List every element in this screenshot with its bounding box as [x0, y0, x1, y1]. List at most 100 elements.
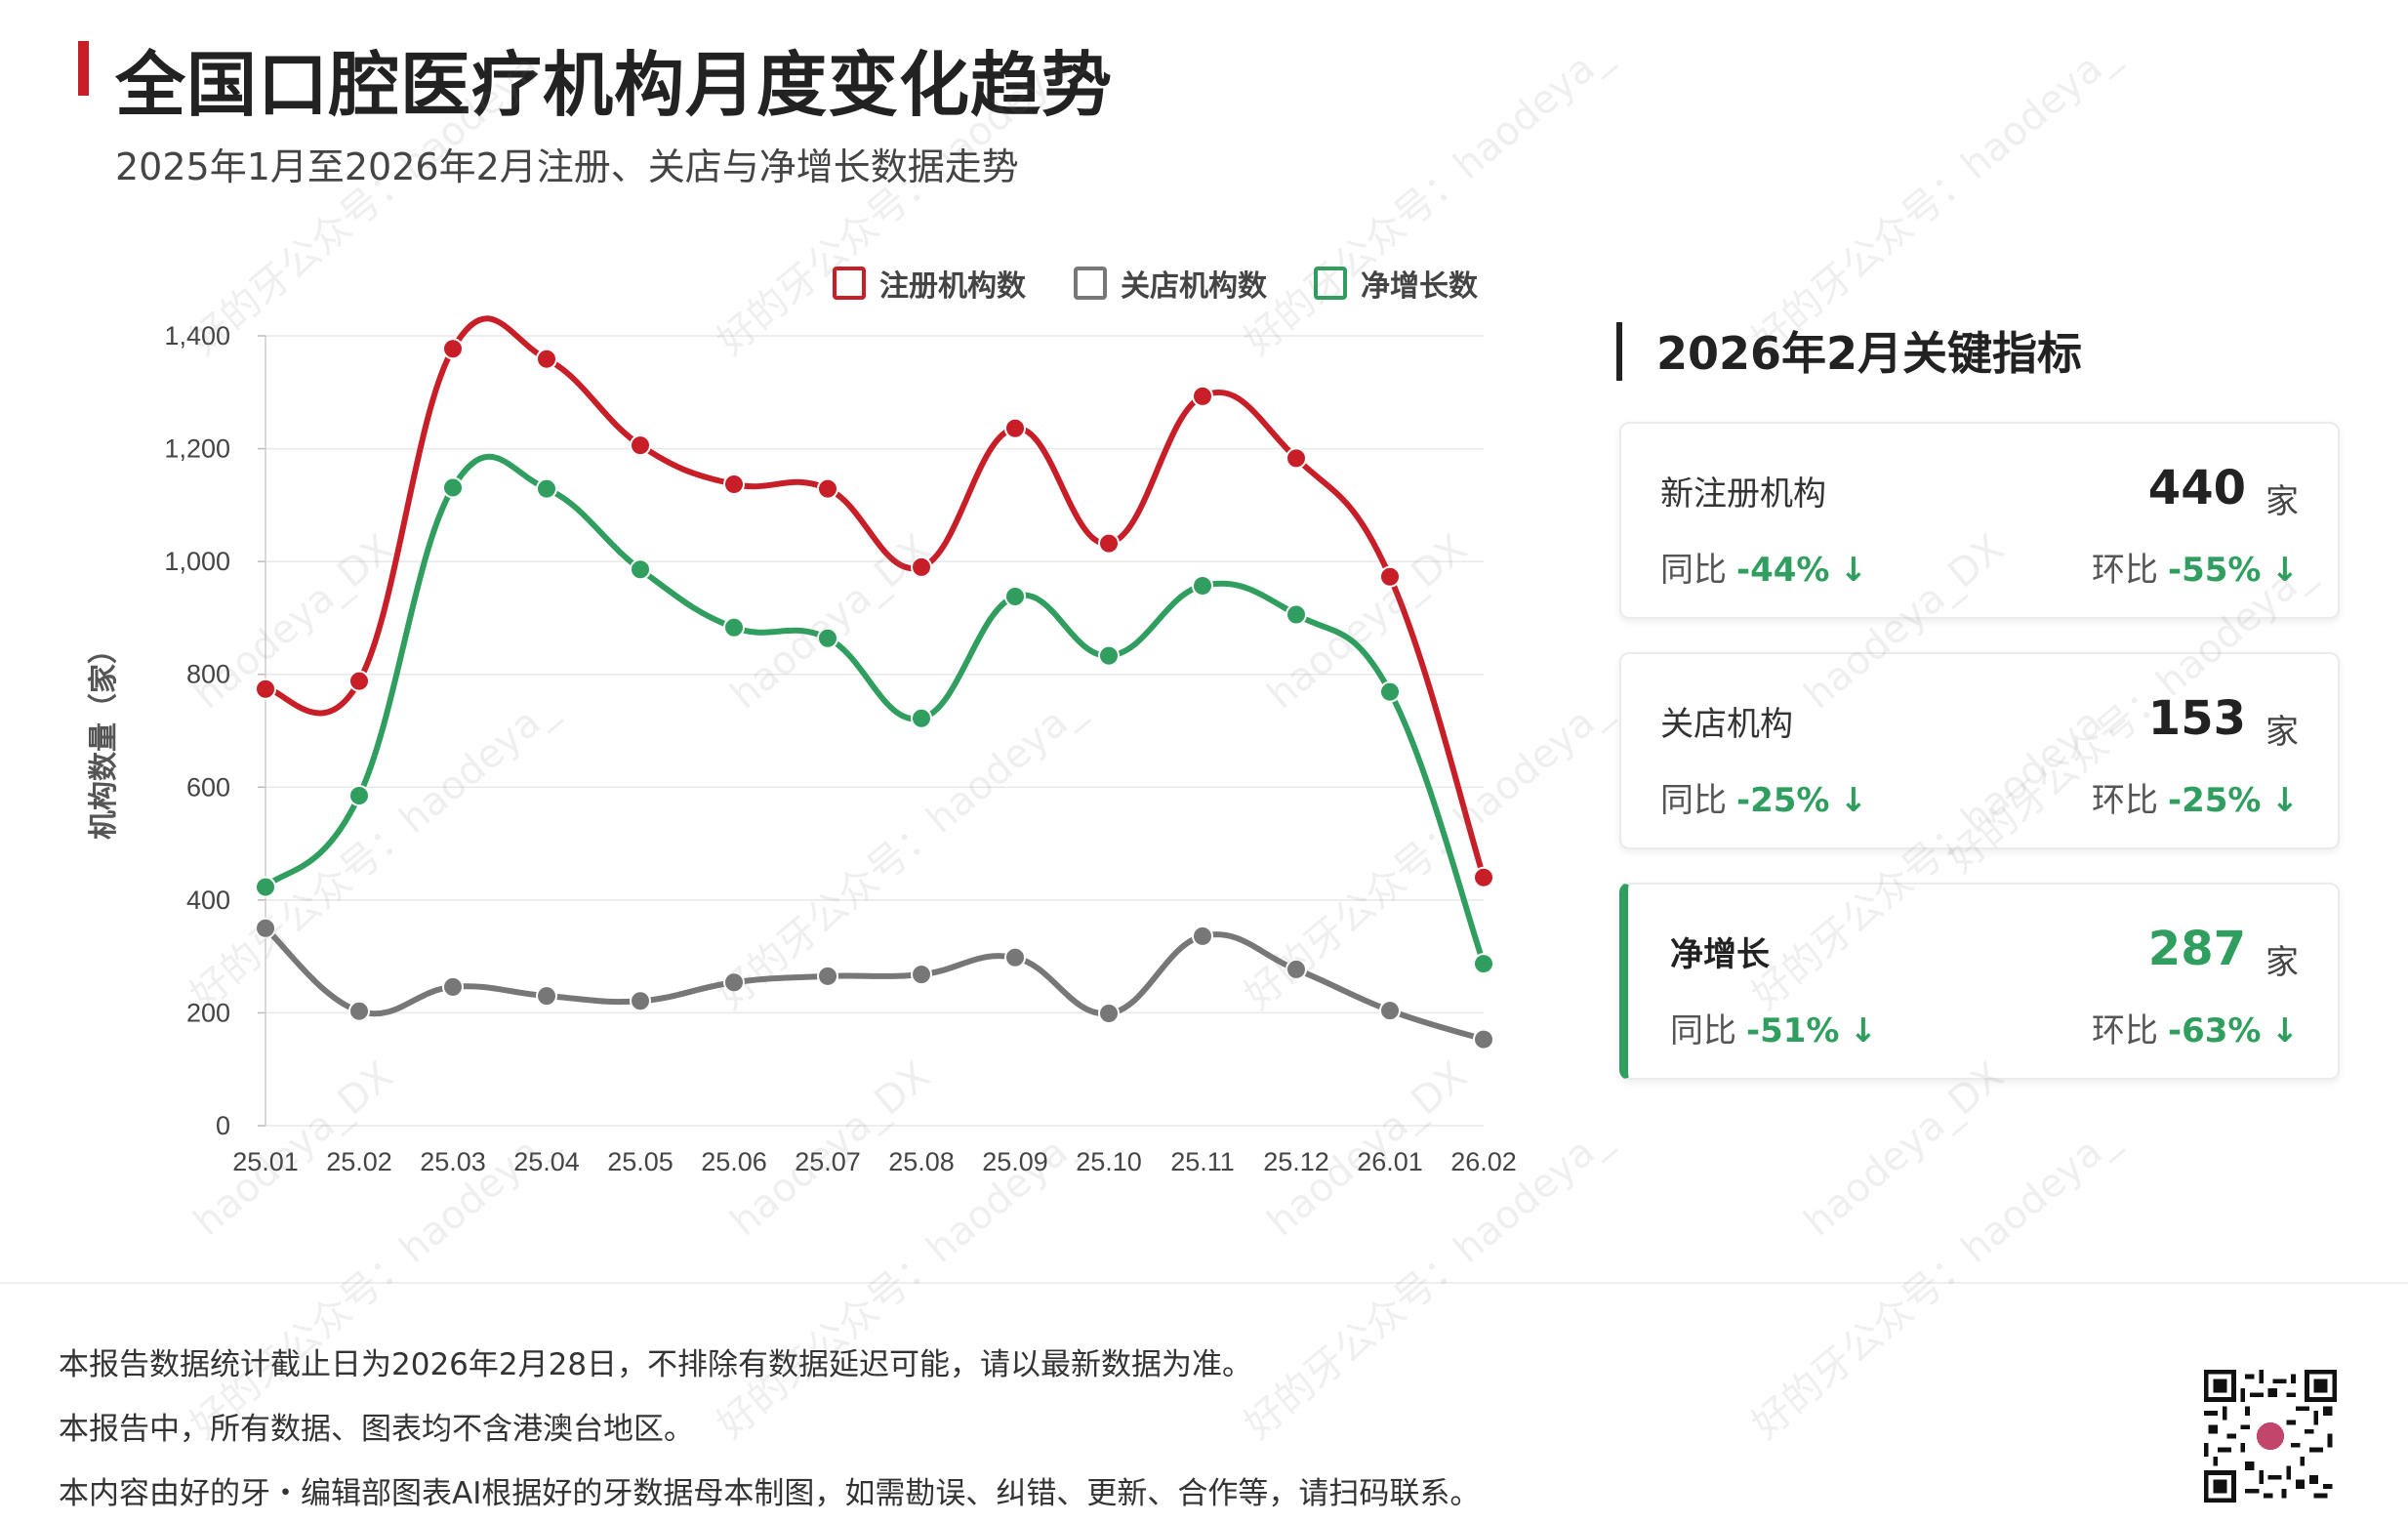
x-tick-label: 25.12	[1263, 1147, 1329, 1176]
data-point	[1004, 417, 1026, 439]
data-point	[911, 556, 932, 578]
x-tick-label: 26.01	[1357, 1147, 1423, 1176]
data-point	[723, 971, 745, 994]
legend-swatch	[1074, 267, 1107, 300]
yoy-label: 同比	[1660, 551, 1727, 590]
data-point	[442, 338, 464, 360]
yoy-value: -44%	[1736, 551, 1830, 590]
data-point	[348, 784, 370, 806]
chart-series	[255, 315, 1494, 1050]
data-point	[1473, 866, 1494, 888]
y-tick-label: 1,200	[164, 434, 230, 464]
data-point	[442, 476, 464, 499]
data-point	[1004, 946, 1026, 968]
data-point	[1379, 1000, 1401, 1022]
y-tick-label: 600	[186, 772, 230, 802]
data-point	[1098, 1003, 1120, 1025]
data-point	[536, 985, 557, 1008]
kpi-card-mom: 环比 -25% ↓	[2092, 773, 2299, 821]
y-tick-label: 1,400	[164, 321, 230, 350]
data-point	[630, 558, 651, 581]
x-tick-label: 25.09	[982, 1147, 1048, 1176]
data-point	[1473, 953, 1494, 975]
data-point	[1286, 447, 1307, 470]
data-point	[1004, 585, 1026, 607]
kpi-title-accent-bar	[1616, 322, 1622, 381]
kpi-card-value: 153	[2147, 691, 2246, 746]
footer-note: 本内容由好的牙・编辑部图表AI根据好的牙数据母本制图，如需勘误、纠错、更新、合作…	[59, 1476, 1481, 1511]
data-point	[255, 678, 276, 700]
data-point	[1286, 958, 1307, 980]
arrow-down-icon: ↓	[1839, 781, 1868, 820]
series-line	[263, 453, 1487, 968]
data-point	[630, 434, 651, 457]
kpi-card-yoy: 同比 -51% ↓	[1670, 1004, 1877, 1051]
data-point	[536, 348, 557, 370]
data-point	[817, 627, 838, 649]
yoy-label: 同比	[1670, 1011, 1736, 1050]
kpi-card-net-growth: 净增长 287 家 同比 -51% ↓ 环比 -63% ↓	[1619, 883, 2340, 1080]
data-point	[1098, 644, 1120, 667]
yoy-label: 同比	[1660, 781, 1727, 820]
line-chart: 0 200 400 600 800 1,000 1,200 1,400 25.01 25.02 25…	[87, 267, 1517, 1176]
y-tick-label: 0	[216, 1111, 230, 1140]
x-tick-label: 25.10	[1076, 1147, 1142, 1176]
x-tick-label: 25.03	[420, 1147, 486, 1176]
mom-label: 环比	[2092, 781, 2158, 820]
yoy-value: -25%	[1736, 781, 1830, 820]
y-tick-label: 400	[186, 886, 230, 915]
data-point	[1286, 603, 1307, 626]
data-point	[255, 917, 276, 939]
kpi-card-closures: 关店机构 153 家 同比 -25% ↓ 环比 -25% ↓	[1619, 652, 2340, 849]
data-point	[1379, 565, 1401, 588]
mom-label: 环比	[2092, 1011, 2158, 1050]
watermark: 好的牙公众号：haodeya_	[1743, 1116, 2126, 1448]
data-point	[630, 990, 651, 1012]
data-point	[348, 1000, 370, 1022]
y-tick-label: 200	[186, 998, 230, 1027]
x-tick-label: 25.06	[701, 1147, 767, 1176]
kpi-card-label: 关店机构	[1660, 705, 1793, 744]
data-point	[723, 473, 745, 495]
kpi-title: 2026年2月关键指标	[1656, 327, 2083, 380]
mom-value: -63%	[2168, 1011, 2262, 1050]
data-point	[911, 707, 932, 729]
arrow-down-icon: ↓	[2270, 781, 2300, 820]
kpi-card-unit: 家	[2265, 482, 2299, 521]
chart-legend: 注册机构数 关店机构数 净增长数	[833, 267, 1479, 304]
y-axis-label: 机构数量（家）	[87, 635, 121, 840]
legend-label: 净增长数	[1361, 269, 1479, 304]
arrow-down-icon: ↓	[1849, 1011, 1878, 1050]
legend-swatch	[1314, 267, 1347, 300]
kpi-card-value: 287	[2147, 922, 2246, 976]
mom-value: -25%	[2168, 781, 2262, 820]
watermark: 好的牙公众号：haodeya_	[1743, 32, 2126, 364]
qr-code-icon[interactable]	[2204, 1370, 2337, 1503]
data-point	[1192, 925, 1213, 947]
legend-swatch	[833, 267, 866, 300]
x-tick-label: 25.01	[232, 1147, 299, 1176]
mom-value: -55%	[2168, 551, 2262, 590]
data-point	[911, 964, 932, 986]
kpi-card-unit: 家	[2265, 943, 2299, 982]
watermark: haodeya_DX	[1796, 1052, 2013, 1246]
x-tick-label: 25.05	[607, 1147, 673, 1176]
kpi-card-label: 净增长	[1670, 935, 1770, 974]
x-tick-label: 25.07	[795, 1147, 861, 1176]
x-tick-label: 25.04	[513, 1147, 580, 1176]
kpi-card-unit: 家	[2265, 713, 2299, 752]
y-tick-label: 800	[186, 660, 230, 689]
x-tick-label: 25.11	[1170, 1147, 1235, 1176]
x-tick-label: 25.08	[888, 1147, 955, 1176]
data-point	[1379, 680, 1401, 703]
x-tick-label: 25.02	[326, 1147, 392, 1176]
footer-divider	[0, 1282, 2408, 1284]
kpi-card-new-registrations: 新注册机构 440 家 同比 -44% ↓ 环比 -55% ↓	[1619, 422, 2340, 619]
data-point	[817, 965, 838, 987]
kpi-card-yoy: 同比 -44% ↓	[1660, 543, 1867, 591]
footer-note: 本报告数据统计截止日为2026年2月28日，不排除有数据延迟可能，请以最新数据为…	[59, 1347, 1253, 1382]
arrow-down-icon: ↓	[1839, 551, 1868, 590]
data-point	[1192, 574, 1213, 597]
page-title: 全国口腔医疗机构月度变化趋势	[115, 44, 1114, 126]
chart-axes: 0 200 400 600 800 1,000 1,200 1,400 25.01 25.02 25…	[164, 321, 1516, 1176]
